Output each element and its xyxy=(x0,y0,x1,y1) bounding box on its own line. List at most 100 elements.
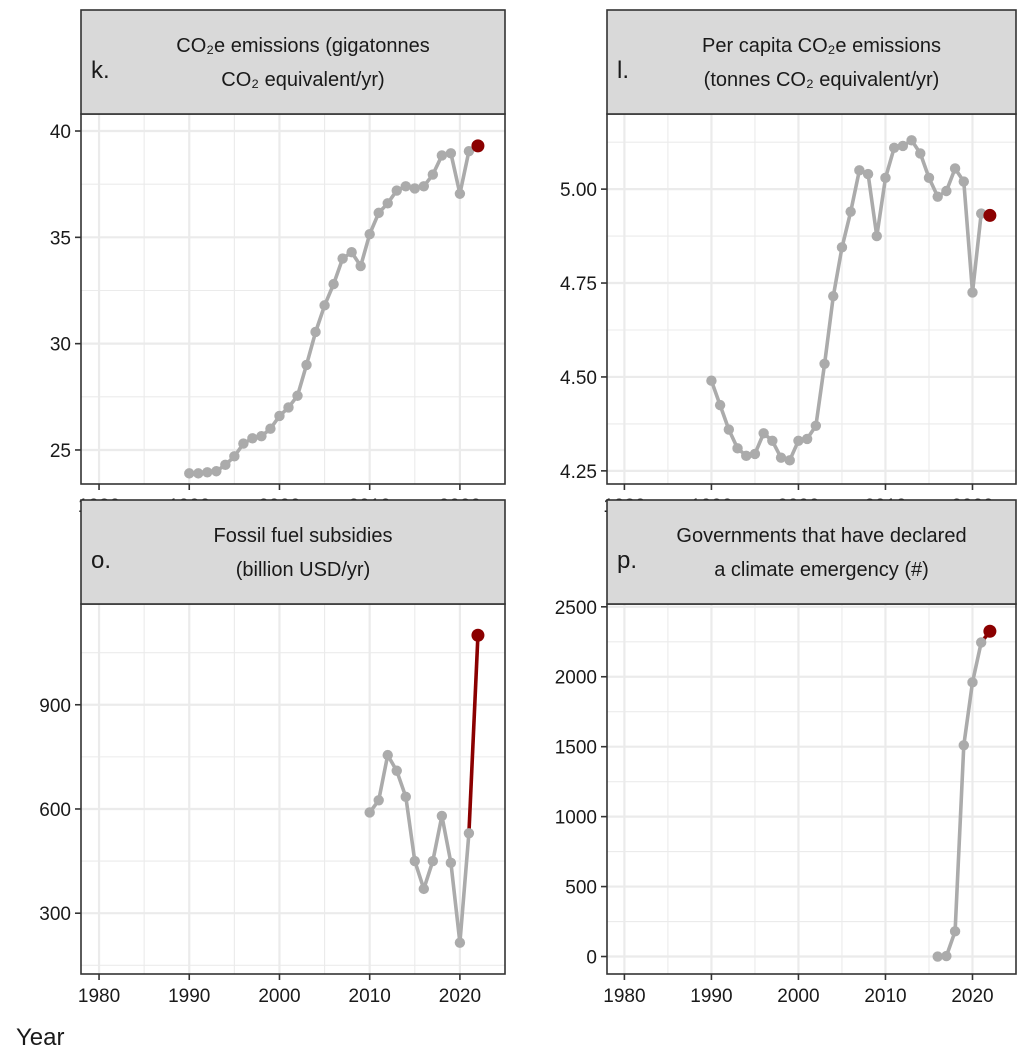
x-tick-label: 2020 xyxy=(439,986,481,1007)
data-point xyxy=(436,150,448,161)
panel-title-line2: a climate emergency (#) xyxy=(714,559,929,581)
data-point xyxy=(373,795,384,806)
data-point xyxy=(364,807,375,818)
highlight-point xyxy=(471,628,485,642)
data-point xyxy=(897,140,909,152)
data-point xyxy=(409,855,420,867)
x-tick-label: 1980 xyxy=(603,986,645,1007)
panel-title-line2: (billion USD/yr) xyxy=(236,559,370,581)
data-point xyxy=(758,428,769,439)
data-point xyxy=(202,467,213,478)
x-tick-label: 2010 xyxy=(349,986,391,1007)
data-point xyxy=(862,168,874,180)
data-point xyxy=(220,459,231,471)
panel-title-line1: CO₂e emissions (gigatonnes xyxy=(176,35,429,57)
y-tick-label: 900 xyxy=(39,696,71,717)
data-point xyxy=(382,749,393,761)
panel-title-line1: Per capita CO₂e emissions xyxy=(702,35,941,57)
plot-background xyxy=(607,604,1016,974)
x-tick-label: 1980 xyxy=(78,986,120,1007)
y-tick-label: 4.75 xyxy=(560,274,597,295)
data-point xyxy=(373,207,384,219)
y-tick-label: 500 xyxy=(565,878,597,899)
data-point xyxy=(714,399,726,411)
data-point xyxy=(238,438,249,449)
data-point xyxy=(949,163,961,174)
y-tick-label: 5.00 xyxy=(560,180,597,201)
data-point xyxy=(355,260,366,272)
data-point xyxy=(337,253,348,264)
y-tick-label: 1000 xyxy=(555,808,597,829)
data-point xyxy=(256,430,267,442)
panel-letter: k. xyxy=(91,57,110,84)
data-point xyxy=(436,810,448,822)
data-point xyxy=(854,165,865,176)
data-point xyxy=(915,148,926,159)
y-tick-label: 35 xyxy=(50,228,71,249)
data-point xyxy=(463,828,475,839)
data-point xyxy=(454,937,466,948)
data-point xyxy=(741,450,752,462)
y-tick-label: 40 xyxy=(50,122,71,143)
data-point xyxy=(184,468,195,479)
data-point xyxy=(967,287,978,298)
data-point xyxy=(967,677,978,688)
panel-o: 300 600 900 1980 1990 2000 2010 2020 o. Fossil fu… xyxy=(39,499,506,1007)
data-point xyxy=(819,358,830,369)
data-point xyxy=(923,172,935,184)
data-point xyxy=(445,148,457,159)
panel-k: 2530354019801990200020102020k.CO₂e emiss… xyxy=(50,9,506,517)
data-point xyxy=(784,455,795,466)
data-point xyxy=(775,452,787,463)
data-point xyxy=(767,435,778,447)
data-point xyxy=(346,247,357,258)
panel-title-line2: (tonnes CO₂ equivalent/yr) xyxy=(704,69,940,91)
data-point xyxy=(749,448,761,460)
panel-title-line1: Governments that have declared xyxy=(676,525,966,547)
data-point xyxy=(274,410,285,422)
panel-letter: o. xyxy=(91,547,111,574)
data-point xyxy=(400,791,411,803)
data-point xyxy=(801,433,813,445)
series-line xyxy=(368,753,471,945)
panel-strip xyxy=(80,9,506,115)
y-tick-label: 30 xyxy=(50,335,71,356)
y-tick-label: 2000 xyxy=(555,668,597,689)
data-point xyxy=(454,188,466,199)
data-point xyxy=(888,142,900,154)
data-point xyxy=(427,169,439,180)
x-tick-label: 2020 xyxy=(951,986,993,1007)
data-point xyxy=(193,468,204,479)
y-tick-label: 300 xyxy=(39,904,71,925)
data-point xyxy=(391,185,402,196)
panel-title-line1: Fossil fuel subsidies xyxy=(214,525,393,547)
panel-letter: p. xyxy=(617,547,637,574)
x-axis-title: Year xyxy=(16,1024,65,1051)
y-tick-label: 0 xyxy=(586,948,597,969)
data-point xyxy=(932,951,943,962)
data-point xyxy=(941,185,952,197)
highlight-point xyxy=(983,208,997,222)
data-point xyxy=(319,300,330,311)
data-point xyxy=(391,765,402,776)
data-point xyxy=(732,443,743,454)
y-tick-label: 25 xyxy=(50,441,71,462)
panel-letter: l. xyxy=(617,57,629,84)
data-point xyxy=(810,420,822,431)
data-point xyxy=(418,181,430,192)
data-point xyxy=(328,278,339,290)
data-point xyxy=(949,926,961,937)
y-tick-label: 2500 xyxy=(555,598,597,619)
data-point xyxy=(283,402,294,413)
x-tick-label: 2000 xyxy=(258,986,300,1007)
y-tick-label: 600 xyxy=(39,800,71,821)
highlight-line xyxy=(467,635,480,834)
panel-l: 4.254.504.755.0019801990200020102020l.Pe… xyxy=(560,9,1017,517)
data-point xyxy=(845,206,856,217)
data-point xyxy=(400,181,411,192)
x-tick-label: 1990 xyxy=(690,986,732,1007)
data-point xyxy=(229,451,240,462)
panel-strip xyxy=(606,9,1017,115)
data-point xyxy=(310,326,321,338)
